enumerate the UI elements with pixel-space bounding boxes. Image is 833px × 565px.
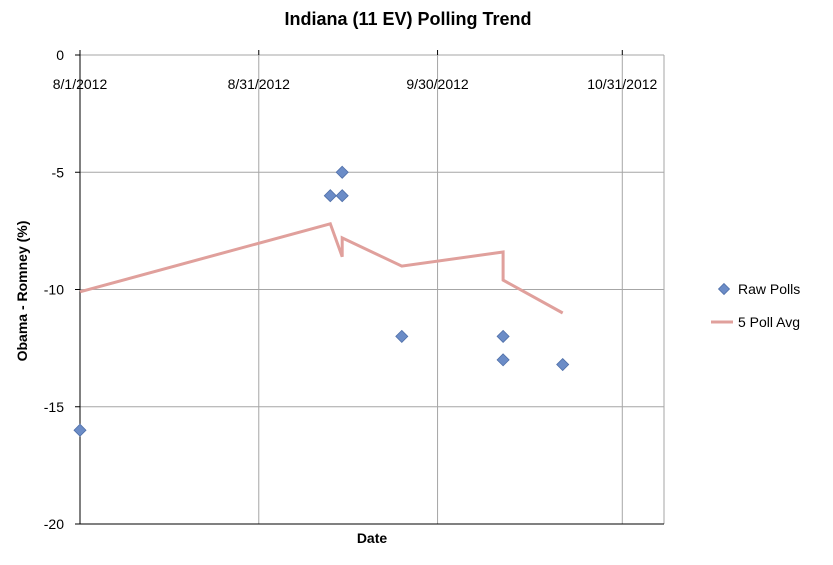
y-tick-label: -20 [44,516,64,532]
poll-point [335,165,349,179]
x-tick-label: 9/30/2012 [406,76,468,92]
poll-point [496,329,510,343]
y-tick-label: -5 [52,164,65,180]
x-axis-label: Date [357,530,388,546]
series-raw-polls [73,165,570,437]
x-tick-label: 10/31/2012 [587,76,657,92]
y-tick-label: -10 [44,282,64,298]
legend-label-5-poll-avg: 5 Poll Avg [738,314,800,330]
legend-marker-raw-polls [717,282,731,296]
poll-point [395,329,409,343]
legend: Raw Polls 5 Poll Avg [711,281,800,330]
legend-label-raw-polls: Raw Polls [738,281,800,297]
y-tick-label: 0 [56,47,64,63]
legend-diamond [717,282,731,296]
series-5-poll-avg [79,221,564,315]
x-tick-label: 8/31/2012 [228,76,290,92]
poll-point [335,189,349,203]
poll-point [496,353,510,367]
poll-point [556,357,570,372]
y-tick-labels: 0 -5 -10 -15 -20 [44,47,64,532]
chart-title: Indiana (11 EV) Polling Trend [284,9,531,29]
poll-point [73,423,87,437]
y-tick-label: -15 [44,399,64,415]
poll-point [323,189,337,203]
y-axis-label: Obama - Romney (%) [14,221,30,362]
gridlines [80,54,665,524]
avg-line [79,221,564,315]
x-tick-labels: 8/1/2012 8/31/2012 9/30/2012 10/31/2012 [53,76,658,92]
x-tick-label: 8/1/2012 [53,76,108,92]
axes [75,50,664,525]
